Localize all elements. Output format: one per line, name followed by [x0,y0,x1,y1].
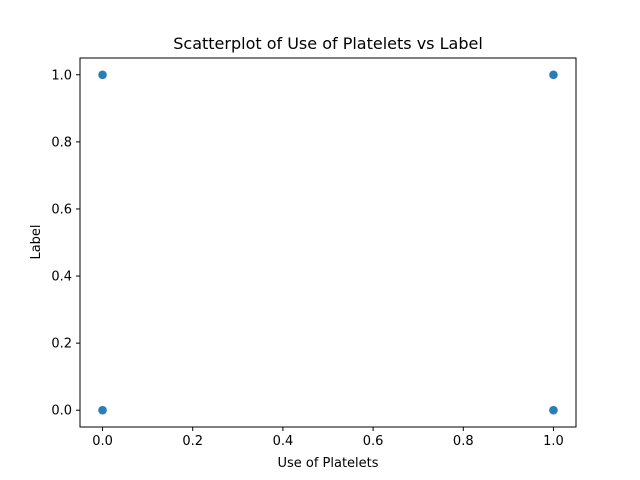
scatter-point [98,405,107,415]
x-axis: 0.0 0.2 0.4 0.6 0.8 1.0 [92,427,564,449]
y-tick-label: 0.2 [51,337,72,352]
x-tick-label: 0.6 [363,434,384,449]
y-tick-label: 0.4 [51,270,72,285]
data-points [98,70,558,415]
x-tick-label: 0.2 [182,434,203,449]
x-tick-label: 0.8 [453,434,474,449]
axes-frame [79,57,577,428]
x-tick-label: 0.4 [273,434,294,449]
x-axis-label: Use of Platelets [277,456,378,471]
x-tick-label: 0.0 [92,434,113,449]
scatter-point [549,405,558,415]
y-tick-label: 0.6 [51,202,72,217]
x-tick-label: 1.0 [543,434,564,449]
chart-title: Scatterplot of Use of Platelets vs Label [173,34,483,53]
y-tick-label: 1.0 [51,68,72,83]
y-tick-label: 0.8 [51,135,72,150]
plot-area [79,57,577,428]
y-axis-label: Label [29,224,44,259]
scatter-point [98,70,107,80]
scatter-point [549,70,558,80]
y-tick-label: 0.0 [51,404,72,419]
y-axis: 0.0 0.2 0.4 0.6 0.8 1.0 [51,68,80,419]
